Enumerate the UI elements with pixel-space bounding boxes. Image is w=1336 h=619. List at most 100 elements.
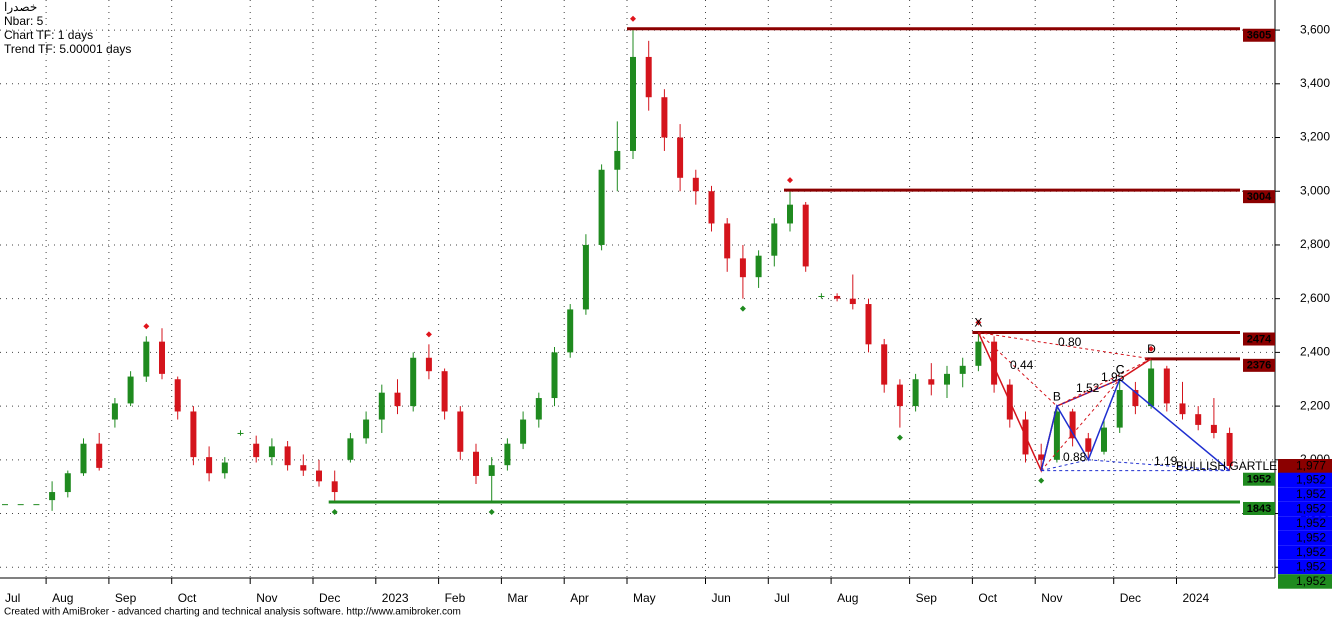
candle-body [159, 341, 165, 374]
candle-body [33, 504, 40, 506]
x-tick-label: 2024 [1183, 591, 1210, 605]
candle-body [457, 411, 464, 452]
pattern-point-label: D [1147, 342, 1156, 356]
x-tick-label: Oct [978, 591, 997, 605]
info: Trend TF: 5.00001 days [4, 42, 131, 56]
y-tick-label: 3,200 [1300, 130, 1330, 144]
axis-tag-label: 1,952 [1296, 574, 1326, 588]
candle-body [787, 204, 793, 224]
y-tick-label: 3,600 [1300, 22, 1330, 36]
candle-body [959, 365, 966, 374]
x-tick-label: Jul [774, 591, 789, 605]
axis-tag-label: 1,977 [1296, 459, 1326, 473]
candle-body [551, 352, 558, 399]
y-tick-label: 3,400 [1300, 76, 1330, 90]
candle-body [755, 255, 762, 278]
level-label: 1952 [1247, 474, 1271, 486]
candle-body [316, 470, 322, 482]
x-tick-label: Oct [178, 591, 197, 605]
candle-body [378, 392, 385, 420]
x-tick-label: Jul [5, 591, 20, 605]
level-label: 1843 [1247, 503, 1271, 515]
axis-tag [1278, 501, 1332, 517]
ratio: 0.80 [1058, 335, 1082, 349]
pattern-guide [978, 332, 1152, 360]
x-tick-label: Dec [319, 591, 340, 605]
pivot-high [787, 177, 793, 184]
candle-body [535, 398, 542, 420]
candle-body [64, 473, 71, 493]
candle-body [174, 379, 181, 412]
level-label: 2376 [1247, 360, 1271, 372]
pattern-name: BULLISH GARTLE [1176, 459, 1277, 473]
candle-body [645, 56, 652, 98]
axis-tag-label: 1,952 [1296, 487, 1326, 501]
candle-body [881, 344, 888, 385]
candle-body [975, 341, 982, 366]
candle-body [49, 492, 56, 501]
info: Chart TF: 1 days [4, 28, 93, 42]
candle-body [849, 298, 856, 305]
candle-body [661, 97, 668, 138]
candle-body [1226, 432, 1233, 466]
candle-body [739, 258, 746, 278]
candle-body [708, 191, 715, 224]
axis-tag [1278, 545, 1332, 560]
candle-body [1179, 403, 1186, 415]
y-tick-label: 2,600 [1300, 291, 1330, 305]
pattern-line [1040, 378, 1231, 472]
pattern-point-label: C [1116, 362, 1125, 376]
candle-body [630, 56, 636, 151]
candle-body [1053, 411, 1060, 460]
pivot-low [896, 434, 903, 441]
candle-body [347, 438, 354, 460]
ratio: 0.88 [1063, 450, 1087, 464]
candle-body [1148, 368, 1155, 407]
candle-body [520, 419, 527, 444]
candle-body [268, 446, 275, 458]
pattern-guide [1041, 459, 1089, 472]
candle-body [2, 504, 8, 506]
y-tick-label: 2,400 [1300, 345, 1330, 359]
candle-body [441, 371, 448, 412]
pivot-low [488, 508, 495, 515]
candle-body [724, 223, 731, 259]
candle-body [394, 392, 401, 407]
candle-body [944, 373, 950, 385]
axis-tag-label: 1,952 [1296, 501, 1326, 515]
axis-tag-label: 1,952 [1296, 472, 1326, 486]
candle-body [80, 443, 87, 474]
axis-tag-label: 1,952 [1296, 530, 1326, 544]
candle-body [1101, 427, 1107, 452]
axis-tag [1278, 559, 1332, 575]
pattern-point-label: B [1053, 389, 1061, 403]
candle-body [284, 446, 291, 466]
info: Nbar: 5 [4, 14, 44, 28]
level-tag [1243, 501, 1275, 515]
candle-body [1163, 368, 1170, 404]
x-tick-label: Aug [837, 591, 858, 605]
candle-body [410, 357, 417, 407]
candle-body [771, 223, 778, 256]
footer: Created with AmiBroker - advanced charti… [4, 607, 461, 618]
axis-tag [1278, 530, 1332, 546]
axis-tag [1278, 516, 1332, 531]
pivot-high [425, 331, 432, 338]
plot [2, 15, 1240, 515]
candle-body [488, 465, 495, 476]
candle-body [425, 357, 432, 372]
y-tick-label: 3,000 [1300, 183, 1330, 197]
pattern-guide [1040, 378, 1121, 471]
candle-body [818, 295, 825, 297]
level-tag [1243, 190, 1275, 204]
level-label: 3004 [1247, 191, 1272, 203]
candle-body [96, 443, 103, 468]
x-tick-label: Aug [52, 591, 73, 605]
axis-tag-label: 1,952 [1296, 559, 1326, 573]
level-tag [1243, 28, 1275, 42]
candle-body [896, 384, 903, 407]
x-tick-label: 2023 [382, 591, 409, 605]
x-tick-label: Jun [712, 591, 731, 605]
